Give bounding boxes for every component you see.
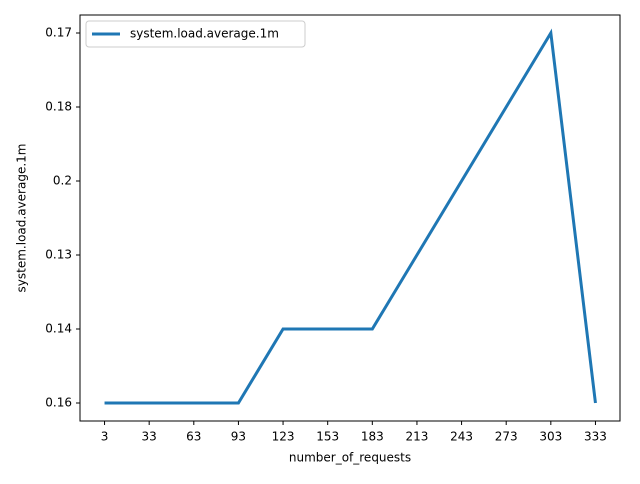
x-tick-label: 93 <box>231 430 246 444</box>
y-tick-label: 0.18 <box>45 100 72 114</box>
x-tick-label: 243 <box>450 430 473 444</box>
x-tick-label: 63 <box>186 430 201 444</box>
y-tick-label: 0.17 <box>45 26 72 40</box>
x-tick-label: 3 <box>101 430 109 444</box>
plot-frame <box>79 14 621 422</box>
x-tick-label: 33 <box>142 430 157 444</box>
legend-box <box>85 20 306 48</box>
data-line <box>104 28 597 405</box>
x-tick-label: 123 <box>272 430 295 444</box>
x-axis-label: number_of_requests <box>289 451 411 465</box>
y-axis-label: system.load.average.1m <box>15 144 29 293</box>
legend-label: system.load.average.1m <box>130 27 279 41</box>
y-tick-label: 0.14 <box>45 322 72 336</box>
x-tick-label: 303 <box>539 430 562 444</box>
y-tick-label: 0.16 <box>45 396 72 410</box>
x-tick-label: 153 <box>316 430 339 444</box>
x-tick-label: 333 <box>584 430 607 444</box>
x-tick-label: 213 <box>405 430 428 444</box>
x-tick-label: 273 <box>495 430 518 444</box>
y-tick-label: 0.2 <box>53 174 72 188</box>
x-tick-label: 183 <box>361 430 384 444</box>
y-tick-label: 0.13 <box>45 248 72 262</box>
